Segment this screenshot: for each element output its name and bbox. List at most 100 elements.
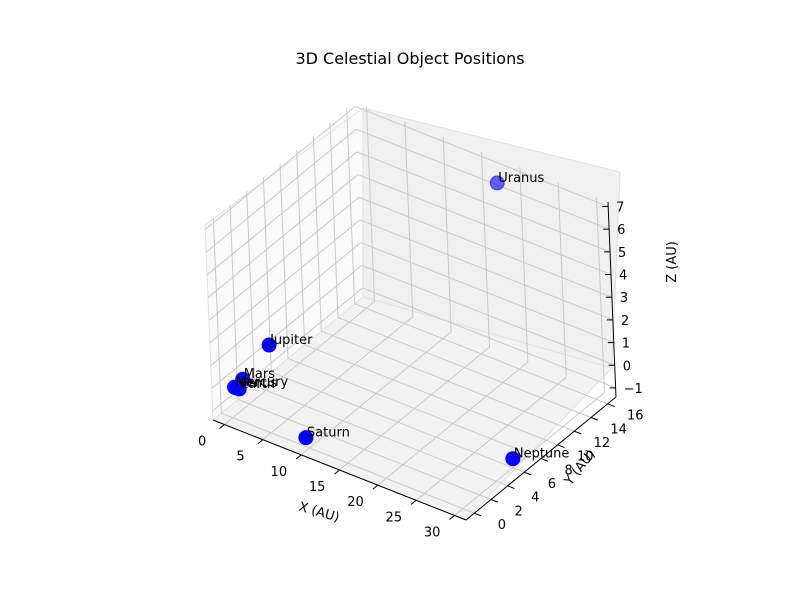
data-point xyxy=(235,371,251,387)
chart-title: 3D Celestial Object Positions xyxy=(295,49,524,68)
grid-line-z-left xyxy=(205,128,357,253)
grid-line-z-left xyxy=(211,264,363,389)
grid-line-y-floor xyxy=(221,412,475,514)
grid-line-x-back xyxy=(481,151,490,348)
tick-mark-y xyxy=(524,471,532,476)
grid-line-z-left xyxy=(208,196,360,321)
grid-line-x-back xyxy=(596,197,605,393)
grid-line-y-left xyxy=(212,218,222,414)
tick-mark-y xyxy=(557,444,565,449)
point-label: Earth xyxy=(240,377,275,392)
point-label: Jupiter xyxy=(269,333,313,348)
grid-line-x-back xyxy=(366,106,375,302)
tick-mark-x xyxy=(334,469,340,475)
grid-line-z-left xyxy=(204,106,356,230)
grid-line-y-left xyxy=(346,108,356,304)
grid-line-x-back xyxy=(557,182,567,378)
grid-line-z-back xyxy=(361,264,615,366)
point-label: Mercury xyxy=(236,375,289,390)
grid-line-x-back xyxy=(404,121,414,317)
z-axis-label: Z (AU) xyxy=(665,241,680,283)
grid-line-z-left xyxy=(210,242,362,366)
grid-line-y-floor xyxy=(337,317,592,418)
y-tick-label: 16 xyxy=(627,409,644,424)
tick-mark-y xyxy=(490,499,499,503)
grid-line-z-back xyxy=(358,196,613,298)
x-axis-line xyxy=(212,419,467,521)
z-tick-label: 3 xyxy=(620,291,628,306)
y-tick-label: 10 xyxy=(577,450,594,465)
z-tick-label: 7 xyxy=(616,201,624,216)
tick-mark-y xyxy=(590,417,599,421)
point-label: Uranus xyxy=(498,171,544,186)
z-tick-label: 5 xyxy=(618,246,626,261)
grid-line-y-left xyxy=(296,149,306,345)
x-tick-label: 10 xyxy=(271,465,288,480)
y-tick-label: 6 xyxy=(548,477,556,492)
x-tick-label: 5 xyxy=(236,450,244,465)
z-tick-label: 4 xyxy=(619,269,627,284)
grid-line-y-left xyxy=(229,204,239,400)
grid-line-y-floor xyxy=(354,303,608,405)
grid-line-z-back xyxy=(359,219,614,321)
grid-line-y-floor xyxy=(321,330,575,432)
grid-line-z-back xyxy=(355,106,609,207)
x-tick-label: 30 xyxy=(424,525,441,540)
y-tick-label: 12 xyxy=(594,436,611,451)
grid-line-y-left xyxy=(329,122,339,318)
y-axis-line xyxy=(465,396,617,521)
grid-line-z-left xyxy=(206,151,358,276)
grid-line-y-floor xyxy=(304,344,558,446)
x-tick-label: 0 xyxy=(198,435,206,450)
tick-mark-y xyxy=(507,485,515,490)
grid-line-y-floor xyxy=(254,385,508,487)
grid-line-x-back xyxy=(519,167,529,363)
data-point xyxy=(489,175,505,191)
grid-line-y-floor xyxy=(271,371,525,473)
y-tick-label: 0 xyxy=(498,518,506,533)
z-tick-label: 1 xyxy=(622,337,630,352)
y-tick-label: 4 xyxy=(531,491,539,506)
grid-line-z-left xyxy=(209,219,361,344)
point-label: Venus xyxy=(238,376,277,391)
point-label: Neptune xyxy=(514,447,570,462)
tick-mark-y xyxy=(540,458,549,462)
x-tick-label: 20 xyxy=(347,495,364,510)
tick-mark-y xyxy=(574,430,582,435)
z-tick-label: 6 xyxy=(617,223,625,238)
tick-mark-x xyxy=(372,484,379,490)
grid-line-z-left xyxy=(207,174,359,298)
z-tick-label: 2 xyxy=(621,314,629,329)
y-tick-label: 8 xyxy=(564,463,572,478)
y-tick-label: 14 xyxy=(610,422,627,437)
tick-mark-x xyxy=(295,454,302,460)
tick-mark-x xyxy=(219,424,225,430)
grid-line-y-floor xyxy=(287,358,542,459)
grid-line-z-back xyxy=(355,128,610,230)
grid-line-z-back xyxy=(360,242,614,344)
z-tick-label: 0 xyxy=(623,359,631,374)
axis-lines xyxy=(212,201,617,521)
data-point xyxy=(298,430,314,446)
grid-line-y-left xyxy=(312,136,322,332)
grid-line-z-back xyxy=(357,174,612,276)
y-tick-label: 2 xyxy=(514,504,522,519)
grid-line-y-left xyxy=(246,190,256,386)
tick-mark-y xyxy=(474,512,482,517)
tick-mark-y xyxy=(607,403,615,408)
point-label: Saturn xyxy=(307,426,350,441)
grid-line-y-floor xyxy=(237,399,492,500)
tick-mark-x xyxy=(257,439,264,445)
tick-mark-x xyxy=(449,515,455,520)
grid-line-y-left xyxy=(279,163,289,359)
point-label: Mars xyxy=(244,367,276,382)
data-points xyxy=(227,175,521,467)
grid-lines xyxy=(204,106,616,516)
grid-line-z-back xyxy=(362,287,616,389)
grid-line-x-back xyxy=(442,136,452,332)
x-tick-label: 25 xyxy=(386,510,403,525)
